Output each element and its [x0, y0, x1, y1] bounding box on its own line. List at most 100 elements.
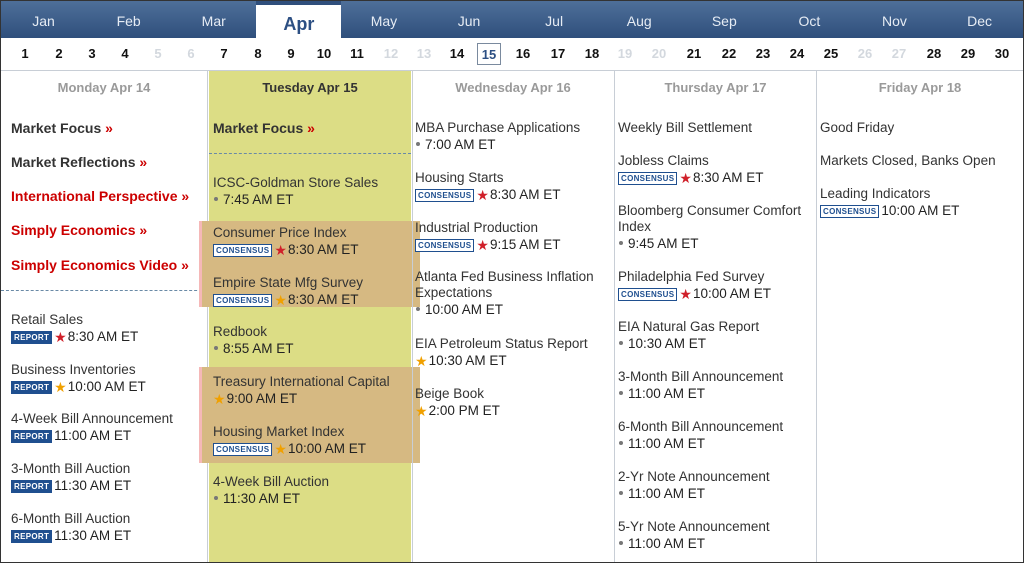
event-item[interactable]: Housing Market Index CONSENSUS ★10:00 AM E… [213, 424, 411, 457]
event-item[interactable]: Good Friday [820, 120, 1020, 136]
event-title[interactable]: Consumer Price Index [213, 225, 347, 240]
event-title[interactable]: Housing Market Index [213, 424, 345, 439]
day-28[interactable]: 28 [926, 46, 942, 61]
event-item[interactable]: Jobless Claims CONSENSUS ★8:30 AM ET [618, 153, 814, 186]
month-tab-may[interactable]: May [370, 13, 398, 29]
event-item[interactable]: Treasury International Capital ★9:00 AM E… [213, 374, 411, 407]
month-tab-jan[interactable]: Jan [32, 13, 55, 29]
event-title[interactable]: 4-Week Bill Announcement [11, 411, 173, 426]
event-item[interactable]: 6-Month Bill Announcement 11:00 AM ET [618, 419, 814, 452]
day-13[interactable]: 13 [416, 46, 432, 61]
event-title[interactable]: Atlanta Fed Business Inflation Expectati… [415, 269, 594, 300]
day-2[interactable]: 2 [55, 46, 63, 61]
day-29[interactable]: 29 [960, 46, 976, 61]
event-item[interactable]: ICSC-Goldman Store Sales 7:45 AM ET [213, 175, 411, 208]
event-item[interactable]: Markets Closed, Banks Open [820, 153, 1020, 169]
month-tab-sep[interactable]: Sep [711, 13, 737, 29]
consensus-badge[interactable]: CONSENSUS [820, 204, 880, 218]
day-24[interactable]: 24 [789, 46, 805, 61]
link-market-reflections[interactable]: Market Reflections » [11, 154, 147, 170]
day-21[interactable]: 21 [686, 46, 702, 61]
day-8[interactable]: 8 [254, 46, 262, 61]
link-label[interactable]: Simply Economics Video [11, 257, 178, 273]
month-tab-oct[interactable]: Oct [798, 13, 821, 29]
day-12[interactable]: 12 [383, 46, 399, 61]
event-item[interactable]: Atlanta Fed Business Inflation Expectati… [415, 269, 611, 318]
link-label[interactable]: Simply Economics [11, 222, 136, 238]
link-international-perspective[interactable]: International Perspective » [11, 188, 189, 204]
event-item[interactable]: Leading Indicators CONSENSUS 10:00 AM ET [820, 186, 1020, 219]
link-market-focus[interactable]: Market Focus » [11, 120, 113, 136]
day-9[interactable]: 9 [287, 46, 295, 61]
event-title[interactable]: ICSC-Goldman Store Sales [213, 175, 379, 190]
day-23[interactable]: 23 [755, 46, 771, 61]
event-title[interactable]: Redbook [213, 324, 268, 339]
month-tab-feb[interactable]: Feb [116, 13, 141, 29]
report-badge[interactable]: REPORT [11, 429, 53, 443]
event-title[interactable]: Weekly Bill Settlement [618, 120, 753, 135]
month-tab-nov[interactable]: Nov [882, 13, 907, 29]
day-19[interactable]: 19 [617, 46, 633, 61]
day-7[interactable]: 7 [220, 46, 228, 61]
event-title[interactable]: Leading Indicators [820, 186, 931, 201]
event-title[interactable]: Philadelphia Fed Survey [618, 269, 765, 284]
consensus-badge[interactable]: CONSENSUS [618, 287, 678, 301]
link-label[interactable]: Market Reflections [11, 154, 136, 170]
link-label[interactable]: Market Focus [11, 120, 102, 136]
consensus-badge[interactable]: CONSENSUS [415, 188, 475, 202]
event-title[interactable]: Beige Book [415, 386, 485, 401]
consensus-badge[interactable]: CONSENSUS [213, 243, 273, 257]
day-22[interactable]: 22 [721, 46, 737, 61]
event-title[interactable]: EIA Petroleum Status Report [415, 336, 588, 351]
link-market-focus[interactable]: Market Focus » [213, 120, 315, 136]
consensus-badge[interactable]: CONSENSUS [213, 293, 273, 307]
month-tab-jul[interactable]: Jul [545, 13, 564, 29]
event-title[interactable]: 5-Yr Note Announcement [618, 519, 770, 534]
day-5[interactable]: 5 [154, 46, 162, 61]
month-tab-apr[interactable]: Apr [256, 1, 342, 38]
event-item[interactable]: Industrial Production CONSENSUS ★9:15 AM E… [415, 220, 611, 253]
day-6[interactable]: 6 [187, 46, 195, 61]
event-title[interactable]: Industrial Production [415, 220, 539, 235]
event-item[interactable]: Beige Book ★2:00 PM ET [415, 386, 611, 419]
report-badge[interactable]: REPORT [11, 479, 53, 493]
consensus-badge[interactable]: CONSENSUS [415, 238, 475, 252]
event-item[interactable]: Housing Starts CONSENSUS ★8:30 AM ET [415, 170, 611, 203]
event-title[interactable]: Treasury International Capital [213, 374, 390, 389]
event-item[interactable]: Redbook 8:55 AM ET [213, 324, 411, 357]
consensus-badge[interactable]: CONSENSUS [618, 171, 678, 185]
report-badge[interactable]: REPORT [11, 529, 53, 543]
event-title[interactable]: Empire State Mfg Survey [213, 275, 364, 290]
day-15[interactable]: 15 [477, 43, 501, 65]
link-label[interactable]: Market Focus [213, 120, 304, 136]
event-title[interactable]: 3-Month Bill Announcement [618, 369, 784, 384]
day-3[interactable]: 3 [88, 46, 96, 61]
event-title[interactable]: Bloomberg Consumer Comfort Index [618, 203, 802, 234]
event-item[interactable]: 4-Week Bill Announcement REPORT 11:00 AM E… [11, 411, 207, 444]
consensus-badge[interactable]: CONSENSUS [213, 442, 273, 456]
event-item[interactable]: 5-Yr Note Announcement 11:00 AM ET [618, 519, 814, 552]
event-title[interactable]: Business Inventories [11, 362, 136, 377]
event-item[interactable]: Retail Sales REPORT ★8:30 AM ET [11, 312, 207, 345]
event-title[interactable]: EIA Natural Gas Report [618, 319, 760, 334]
event-item[interactable]: EIA Natural Gas Report 10:30 AM ET [618, 319, 814, 352]
event-item[interactable]: Business Inventories REPORT ★10:00 AM ET [11, 362, 207, 395]
event-item[interactable]: Philadelphia Fed Survey CONSENSUS ★10:00 A… [618, 269, 814, 302]
day-27[interactable]: 27 [891, 46, 907, 61]
day-4[interactable]: 4 [121, 46, 129, 61]
event-item[interactable]: Empire State Mfg Survey CONSENSUS ★8:30 AM… [213, 275, 411, 308]
event-title[interactable]: MBA Purchase Applications [415, 120, 581, 135]
event-item[interactable]: 3-Month Bill Auction REPORT 11:30 AM ET [11, 461, 207, 494]
event-item[interactable]: 4-Week Bill Auction 11:30 AM ET [213, 474, 411, 507]
event-title[interactable]: 4-Week Bill Auction [213, 474, 330, 489]
event-item[interactable]: 2-Yr Note Announcement 11:00 AM ET [618, 469, 814, 502]
day-10[interactable]: 10 [316, 46, 332, 61]
day-18[interactable]: 18 [584, 46, 600, 61]
link-simply-economics[interactable]: Simply Economics » [11, 222, 147, 238]
event-item[interactable]: Consumer Price Index CONSENSUS ★8:30 AM ET [213, 225, 411, 258]
event-title[interactable]: 3-Month Bill Auction [11, 461, 131, 476]
day-14[interactable]: 14 [449, 46, 465, 61]
event-title[interactable]: 6-Month Bill Announcement [618, 419, 784, 434]
event-item[interactable]: MBA Purchase Applications 7:00 AM ET [415, 120, 611, 153]
day-11[interactable]: 11 [350, 46, 364, 61]
